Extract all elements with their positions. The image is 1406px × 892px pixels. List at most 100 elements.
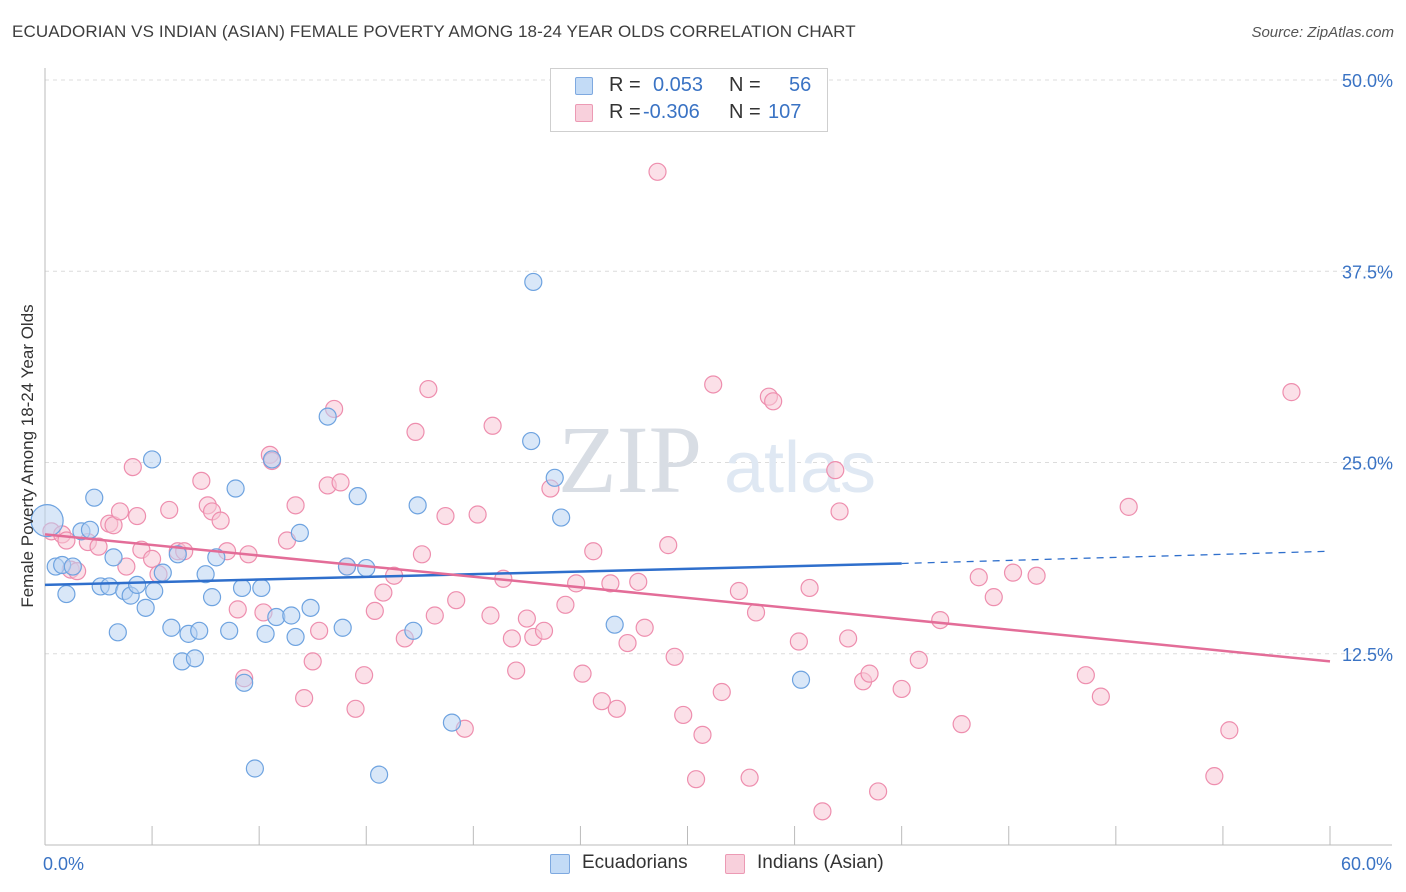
indians-point: [123, 457, 142, 477]
indians-point: [406, 422, 425, 441]
indians-point: [412, 545, 432, 564]
ecuadorians-point: [318, 407, 337, 426]
indians-point: [892, 679, 911, 699]
indians-point: [740, 768, 759, 787]
indians-point: [192, 471, 211, 490]
indians-point: [1091, 687, 1110, 706]
indians-point: [303, 652, 322, 671]
ecuadorians-point: [605, 615, 624, 634]
indians-point: [365, 601, 384, 621]
legend-n-label: N =: [729, 101, 761, 123]
y-tick-label: 37.5%: [1342, 262, 1393, 282]
ecuadorians-point: [30, 504, 64, 538]
legend-row-indians: R = -0.306 N = 107: [551, 101, 827, 127]
ecuadorians-point: [226, 479, 245, 498]
indians-point: [1003, 563, 1023, 582]
indians-point: [826, 461, 845, 480]
indians-point: [1119, 497, 1138, 516]
watermark: ZIP atlas: [558, 406, 876, 513]
indians-point: [659, 536, 678, 555]
legend-swatch-pink: [575, 104, 593, 122]
ecuadorians-point: [104, 548, 123, 567]
ecuadorians-point: [262, 450, 282, 469]
indians-point: [436, 506, 455, 526]
indians-point: [228, 600, 247, 619]
ecuadorians-point: [145, 581, 164, 601]
indians-point: [584, 542, 603, 561]
indians-point: [984, 588, 1003, 607]
ecuadorians-point: [267, 607, 286, 627]
legend-r-label: R =: [609, 74, 641, 96]
ecuadorians-point: [252, 578, 271, 598]
indians-point: [481, 606, 500, 625]
ecuadorians-point: [202, 588, 222, 607]
legend-n-value: 56: [789, 74, 812, 96]
indians-point: [160, 500, 179, 520]
ecuadorians-point: [136, 598, 155, 617]
indians-point: [729, 581, 749, 601]
ecuadorians-point: [408, 496, 427, 515]
indians-point: [89, 537, 108, 556]
legend-r-label: R =: [609, 101, 641, 123]
indians-point: [295, 689, 314, 708]
ecuadorians-point: [245, 759, 264, 778]
y-tick-label: 50.0%: [1342, 71, 1393, 91]
indians-point: [830, 502, 849, 521]
indians-point: [374, 583, 393, 602]
ecuadorians-point: [168, 545, 187, 564]
indians-point: [789, 632, 808, 651]
indians-point: [1076, 666, 1095, 685]
ecuadorians-point: [162, 618, 181, 637]
indians-point: [674, 705, 693, 725]
legend-r-value: -0.306: [643, 101, 700, 123]
ecuadorians-point: [232, 578, 252, 598]
ecuadorians-point: [282, 606, 301, 625]
x-tick-label-min: 0.0%: [43, 854, 84, 874]
bottom-legend-swatch-pink: [725, 854, 745, 874]
indians-point: [860, 664, 879, 683]
indians-point: [331, 473, 350, 492]
ecuadorians-point: [333, 618, 352, 637]
indians-point: [507, 661, 526, 680]
ecuadorians-point: [256, 624, 275, 643]
watermark-zip: ZIP: [558, 406, 702, 513]
indians-point: [931, 610, 950, 630]
ecuadorians-point: [370, 765, 389, 784]
ecuadorians-point: [63, 557, 82, 576]
indians-point: [1205, 767, 1224, 786]
indians-point: [517, 609, 536, 628]
indians-point: [286, 496, 305, 515]
ecuadorians-point: [552, 508, 571, 527]
ecuadorians-point: [524, 272, 543, 292]
indians-point: [635, 618, 654, 637]
indians-point: [813, 802, 832, 821]
indians-point: [607, 699, 626, 718]
indians-point: [909, 650, 928, 669]
indians-point: [1220, 721, 1239, 740]
indians-point: [573, 664, 592, 683]
y-axis-label: Female Poverty Among 18-24 Year Olds: [18, 304, 37, 607]
indians-point: [686, 770, 706, 789]
indians-point: [629, 572, 648, 591]
indians-point: [483, 416, 502, 435]
ecuadorians-point: [108, 623, 127, 642]
indians-point: [1282, 383, 1301, 402]
y-tick-label: 25.0%: [1342, 454, 1393, 474]
indians-point: [57, 531, 76, 550]
y-tick-labels: 12.5% 25.0% 37.5% 50.0%: [1342, 71, 1393, 665]
ecuadorians-trend-extension: [901, 550, 1331, 565]
x-tick-label-max: 60.0%: [1341, 854, 1392, 874]
ecuadorians-point: [442, 713, 462, 732]
indians-point: [592, 692, 611, 711]
indians-point: [693, 725, 712, 744]
indians-point: [869, 782, 888, 801]
axes: [44, 68, 1392, 846]
ecuadorians-point: [348, 487, 367, 506]
correlation-legend: R = 0.053 N = 56 R = -0.306 N = 107: [550, 68, 828, 132]
ecuadorians-point: [522, 431, 541, 451]
indians-point: [534, 621, 554, 640]
indians-point: [468, 505, 487, 524]
ecuadorians-trend-line: [44, 562, 902, 587]
indians-point: [969, 568, 988, 587]
indians-point: [665, 647, 684, 666]
